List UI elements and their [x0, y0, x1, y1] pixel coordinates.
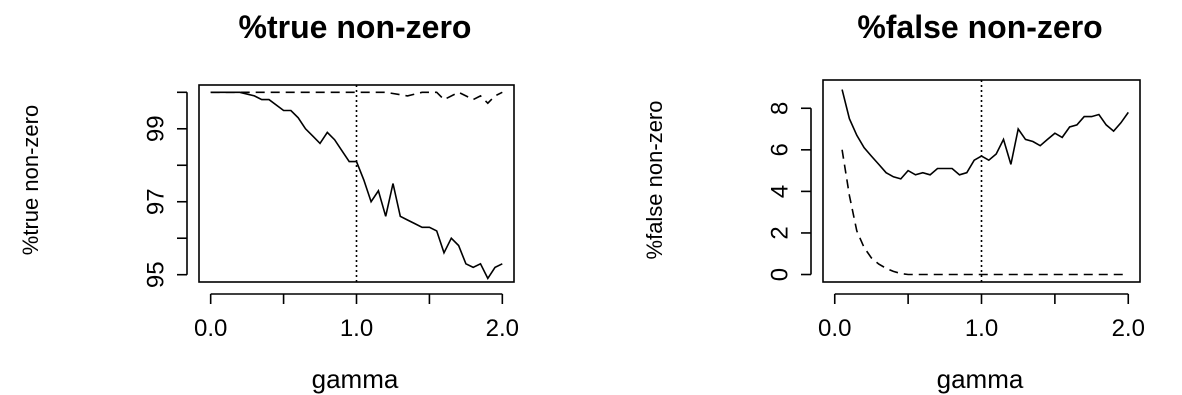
y-tick-label: 0	[766, 268, 793, 281]
y-tick-label: 97	[142, 188, 169, 215]
y-axis-label: %true non-zero	[18, 105, 43, 255]
x-tick-label: 1.0	[965, 315, 998, 342]
chart-false-nonzero: %false non-zero gamma %false non-zero 0.…	[642, 9, 1145, 394]
y-axis-label: %false non-zero	[642, 101, 667, 260]
chart-title: %true non-zero	[239, 9, 472, 45]
x-axis-label: gamma	[312, 364, 399, 394]
x-tick-label: 1.0	[340, 315, 373, 342]
plot-frame	[198, 84, 515, 283]
series-dashed-line	[841, 149, 1129, 276]
chart-true-nonzero: %true non-zero gamma %true non-zero 0.0 1…	[18, 9, 519, 394]
x-tick-label: 0.0	[194, 315, 227, 342]
chart-title: %false non-zero	[857, 9, 1102, 45]
y-tick-label: 8	[766, 102, 793, 115]
series-solid-line	[210, 91, 503, 281]
y-tick-label: 95	[142, 261, 169, 288]
series-solid-line	[841, 89, 1129, 180]
series-dashed-line	[210, 91, 503, 105]
x-tick-label: 2.0	[1112, 315, 1145, 342]
y-tick-label: 99	[142, 115, 169, 142]
y-tick-label: 6	[766, 143, 793, 156]
y-tick-label: 4	[766, 185, 793, 198]
x-tick-label: 0.0	[818, 315, 851, 342]
x-tick-label: 2.0	[486, 315, 519, 342]
x-axis-label: gamma	[937, 364, 1024, 394]
y-tick-label: 2	[766, 226, 793, 239]
